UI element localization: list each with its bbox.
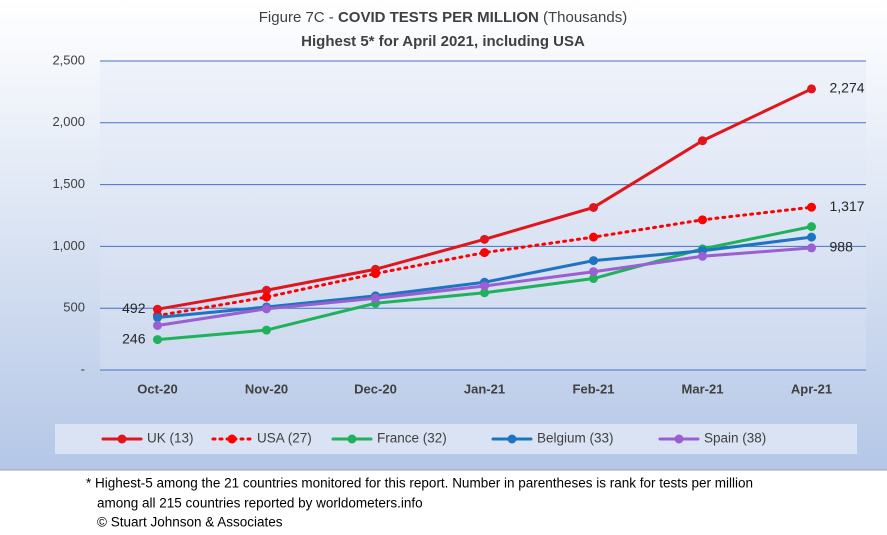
data-label: 492 (122, 300, 146, 316)
data-point (807, 232, 816, 242)
data-point (153, 321, 162, 331)
data-point (807, 202, 816, 212)
y-tick-label: 1,000 (52, 238, 85, 253)
data-point (807, 84, 816, 94)
chart-subtitle: Highest 5* for April 2021, including USA (301, 33, 585, 50)
data-point (480, 288, 489, 298)
data-point (153, 312, 162, 322)
legend-label: USA (27) (257, 431, 312, 446)
footnote: * Highest-5 among the 21 countries monit… (86, 476, 753, 491)
y-tick-label: 1,500 (52, 176, 85, 191)
data-point (698, 251, 707, 261)
data-point (698, 215, 707, 225)
y-tick-label: - (81, 361, 85, 376)
data-label: 2,274 (830, 80, 865, 96)
data-point (589, 274, 598, 284)
data-point (153, 304, 162, 314)
legend-marker (117, 434, 127, 444)
data-label: 988 (830, 239, 854, 255)
data-point (262, 285, 271, 295)
footnote: © Stuart Johnson & Associates (97, 515, 283, 530)
data-point (153, 335, 162, 345)
y-tick-label: 2,500 (52, 52, 85, 67)
data-point (262, 325, 271, 335)
data-label: 246 (122, 330, 146, 346)
data-point (589, 256, 598, 266)
x-tick-label: Feb-21 (573, 381, 615, 396)
x-tick-label: Nov-20 (245, 381, 288, 396)
x-tick-label: Jan-21 (464, 381, 505, 396)
data-point (698, 136, 707, 146)
legend-label: France (32) (377, 431, 447, 446)
title-prefix: Figure 7C - (259, 9, 334, 26)
x-tick-label: Dec-20 (354, 381, 397, 396)
data-point (807, 222, 816, 232)
footnote: among all 215 countries reported by worl… (97, 496, 423, 511)
data-point (480, 234, 489, 244)
legend-label: UK (13) (147, 431, 194, 446)
title-suffix: (Thousands) (543, 9, 627, 26)
data-point (371, 269, 380, 279)
x-tick-label: Oct-20 (137, 381, 177, 396)
x-tick-label: Mar-21 (682, 381, 724, 396)
data-point (589, 267, 598, 277)
data-point (262, 292, 271, 302)
y-tick-label: 2,000 (52, 114, 85, 129)
data-point (589, 202, 598, 212)
data-label: 1,317 (830, 198, 865, 214)
legend-marker (507, 434, 517, 444)
legend-label: Spain (38) (704, 431, 766, 446)
data-point (589, 232, 598, 242)
legend-label: Belgium (33) (537, 431, 614, 446)
data-point (371, 293, 380, 303)
data-point (480, 281, 489, 291)
legend-marker (674, 434, 684, 444)
x-tick-label: Apr-21 (791, 381, 832, 396)
legend-marker (227, 434, 237, 444)
y-tick-label: 500 (63, 300, 85, 315)
legend-box (55, 424, 857, 454)
chart-title: Figure 7C - COVID TESTS PER MILLION (Tho… (259, 9, 627, 26)
data-point (262, 304, 271, 314)
title-emphasis: COVID TESTS PER MILLION (338, 9, 539, 26)
data-point (480, 248, 489, 258)
legend-marker (347, 434, 357, 444)
data-point (807, 243, 816, 253)
